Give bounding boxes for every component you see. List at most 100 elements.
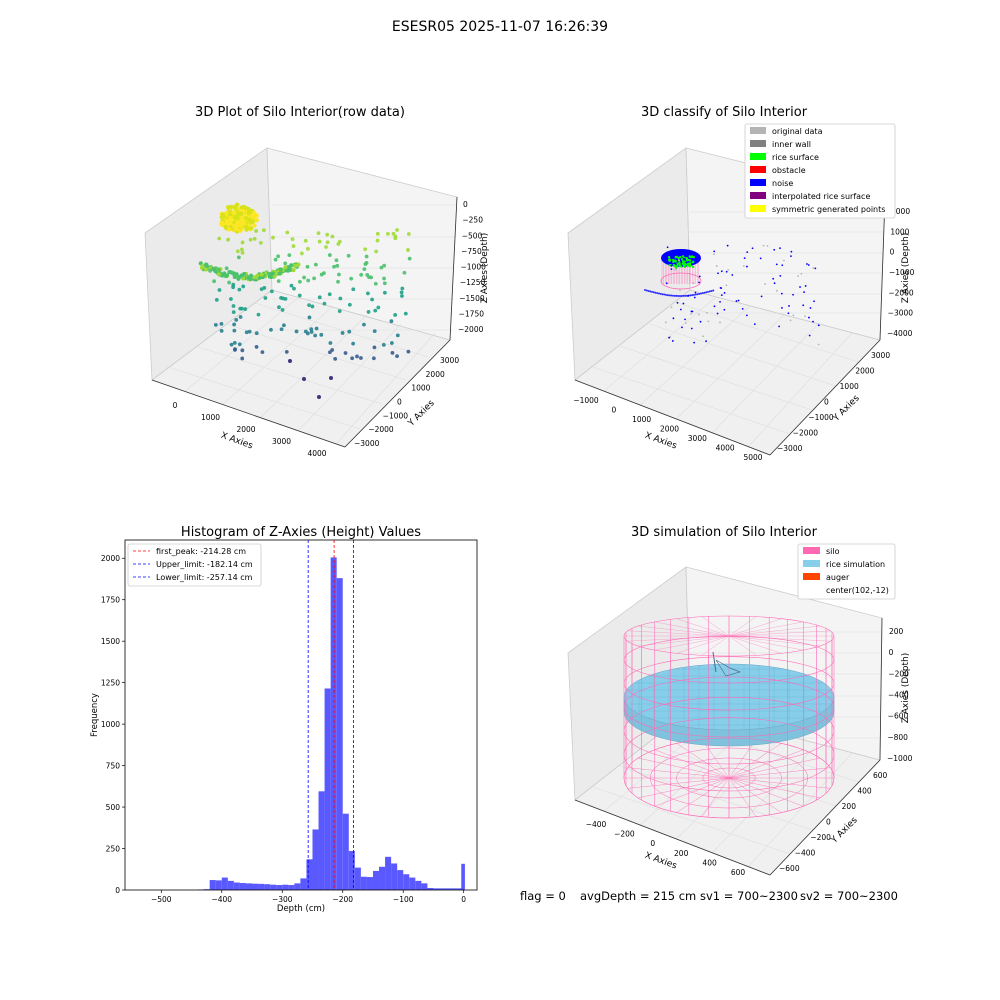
data-point bbox=[238, 228, 243, 233]
data-point bbox=[651, 290, 653, 293]
histogram-bar bbox=[354, 867, 361, 890]
data-point bbox=[727, 268, 730, 271]
data-point bbox=[697, 313, 700, 316]
data-point bbox=[671, 340, 674, 342]
histogram-bar bbox=[264, 884, 271, 890]
data-point bbox=[720, 287, 723, 290]
data-point bbox=[351, 341, 356, 346]
raw-tick-labels: 0 1000 2000 3000 4000 3000 2000 1000 0 −1000 −2000… bbox=[173, 200, 486, 458]
legend-label: obstacle bbox=[772, 166, 806, 175]
tick-label: −2000 bbox=[888, 288, 914, 297]
rice-surface-point bbox=[680, 258, 684, 261]
data-point bbox=[649, 290, 652, 293]
data-point bbox=[817, 324, 820, 327]
data-point bbox=[780, 292, 783, 295]
data-point bbox=[672, 294, 674, 297]
legend-swatch bbox=[750, 192, 766, 199]
data-point bbox=[812, 320, 814, 323]
data-point bbox=[220, 212, 226, 217]
data-point bbox=[691, 294, 694, 297]
data-point bbox=[370, 297, 374, 302]
data-point bbox=[664, 321, 667, 324]
data-point bbox=[676, 301, 679, 304]
histogram-bar bbox=[245, 883, 253, 890]
data-point bbox=[214, 298, 219, 302]
data-point bbox=[684, 322, 687, 324]
tick-label: 0 bbox=[611, 406, 616, 415]
z-axis-line bbox=[449, 196, 458, 341]
y-tick-label: 750 bbox=[106, 762, 121, 771]
data-point bbox=[705, 291, 708, 294]
rice-surface-point bbox=[689, 259, 692, 262]
histogram-bar bbox=[252, 883, 259, 890]
data-point bbox=[289, 283, 294, 288]
data-point bbox=[309, 327, 314, 332]
data-point bbox=[224, 212, 229, 217]
tick-label: 400 bbox=[702, 858, 717, 867]
data-point bbox=[742, 265, 745, 267]
data-point bbox=[327, 292, 332, 297]
silo-ring bbox=[623, 656, 835, 711]
data-point bbox=[211, 266, 216, 271]
data-point bbox=[355, 354, 359, 359]
data-point bbox=[227, 269, 232, 274]
data-point bbox=[666, 246, 669, 249]
silo-wire bbox=[654, 635, 730, 651]
data-point bbox=[753, 323, 756, 326]
data-point bbox=[336, 279, 340, 284]
data-point bbox=[679, 308, 682, 311]
tick-label: −200 bbox=[810, 833, 831, 842]
data-point bbox=[407, 256, 412, 261]
data-point bbox=[261, 228, 266, 233]
data-point bbox=[684, 255, 686, 258]
data-point bbox=[707, 290, 709, 293]
data-point bbox=[395, 228, 399, 232]
data-point bbox=[276, 254, 281, 259]
data-point bbox=[351, 287, 356, 292]
data-point bbox=[644, 289, 646, 291]
data-point bbox=[366, 291, 370, 296]
histogram-bar bbox=[461, 863, 465, 890]
data-point bbox=[287, 253, 292, 258]
data-point bbox=[668, 336, 671, 339]
tick-label: 3000 bbox=[688, 434, 707, 443]
histogram-bar bbox=[457, 888, 464, 890]
histogram-bar bbox=[227, 880, 234, 890]
classify-x-axis-label: X Axies bbox=[643, 431, 678, 452]
auger-blade bbox=[715, 659, 742, 677]
data-point bbox=[273, 257, 278, 262]
data-point bbox=[808, 316, 810, 319]
rice-surface-point bbox=[668, 258, 672, 261]
figure-suptitle: ESESR05 2025-11-07 16:26:39 bbox=[392, 19, 608, 35]
data-point bbox=[790, 250, 793, 253]
data-point bbox=[231, 271, 236, 276]
tick-label: 4000 bbox=[716, 444, 735, 453]
data-point bbox=[799, 286, 801, 288]
data-point bbox=[390, 350, 395, 355]
data-point bbox=[689, 251, 692, 254]
data-point bbox=[317, 295, 322, 300]
data-point bbox=[229, 297, 233, 301]
histogram-plot-area bbox=[125, 540, 477, 890]
data-point bbox=[656, 292, 659, 295]
data-point bbox=[306, 246, 310, 251]
legend-swatch bbox=[750, 140, 766, 147]
histogram-reference-lines bbox=[307, 540, 354, 890]
data-point bbox=[741, 308, 744, 310]
silo-wire bbox=[728, 618, 782, 637]
rice-surface-point bbox=[687, 262, 690, 265]
data-point bbox=[670, 268, 673, 271]
grid-line bbox=[336, 332, 436, 444]
data-point bbox=[746, 251, 749, 254]
data-point bbox=[808, 334, 811, 337]
data-point bbox=[382, 290, 387, 295]
data-point bbox=[228, 215, 233, 221]
grid-lines-raw bbox=[164, 204, 457, 444]
tick-label: −4000 bbox=[887, 329, 913, 338]
rice-surface-point bbox=[692, 260, 695, 264]
data-point bbox=[781, 307, 783, 309]
data-point bbox=[237, 223, 242, 228]
panel-raw-3d: 3D Plot of Silo Interior(row data) bbox=[144, 105, 490, 458]
data-point bbox=[725, 270, 728, 273]
data-point bbox=[349, 276, 354, 281]
